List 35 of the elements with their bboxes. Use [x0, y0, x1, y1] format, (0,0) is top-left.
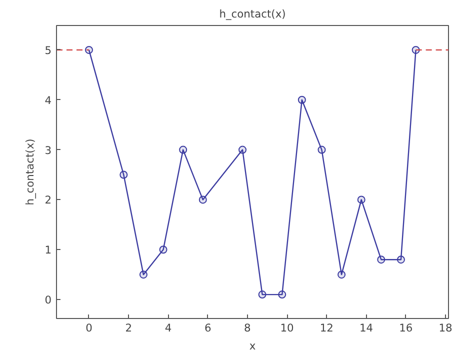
y-tick-label: 4	[44, 94, 52, 107]
x-tick-label: 6	[204, 322, 212, 334]
point	[298, 96, 306, 104]
x-tick-label: 18	[438, 322, 453, 334]
x-tick-label: 4	[164, 322, 172, 334]
chart-title: h_contact(x)	[219, 8, 286, 20]
point	[139, 270, 148, 279]
y-tick-label: 2	[44, 194, 52, 207]
y-tick-label: 5	[44, 44, 52, 57]
x-tick-label: 16	[399, 322, 413, 334]
y-tick-label: 1	[44, 244, 52, 257]
point	[357, 196, 366, 204]
x-axis-title: x	[249, 340, 256, 352]
point	[278, 290, 286, 299]
x-tick-label: 14	[360, 322, 374, 334]
point	[338, 270, 346, 279]
x-tick-label: 8	[244, 322, 252, 334]
y-tick-label: 3	[44, 144, 52, 157]
point	[120, 170, 128, 179]
point	[238, 146, 246, 154]
point	[179, 146, 188, 154]
point	[198, 196, 207, 204]
point	[258, 290, 266, 299]
point	[159, 246, 168, 254]
point	[377, 256, 386, 264]
point	[84, 46, 93, 54]
point	[318, 146, 326, 154]
x-tick-label: 0	[86, 322, 93, 334]
x-tick-label: 10	[280, 322, 294, 334]
y-tick-label: 0	[44, 294, 52, 307]
x-tick-label: 12	[320, 322, 334, 334]
x-tick-label: 2	[125, 322, 132, 334]
point	[396, 256, 405, 264]
y-axis-title: h_contact(x)	[24, 138, 37, 206]
point	[412, 46, 420, 54]
